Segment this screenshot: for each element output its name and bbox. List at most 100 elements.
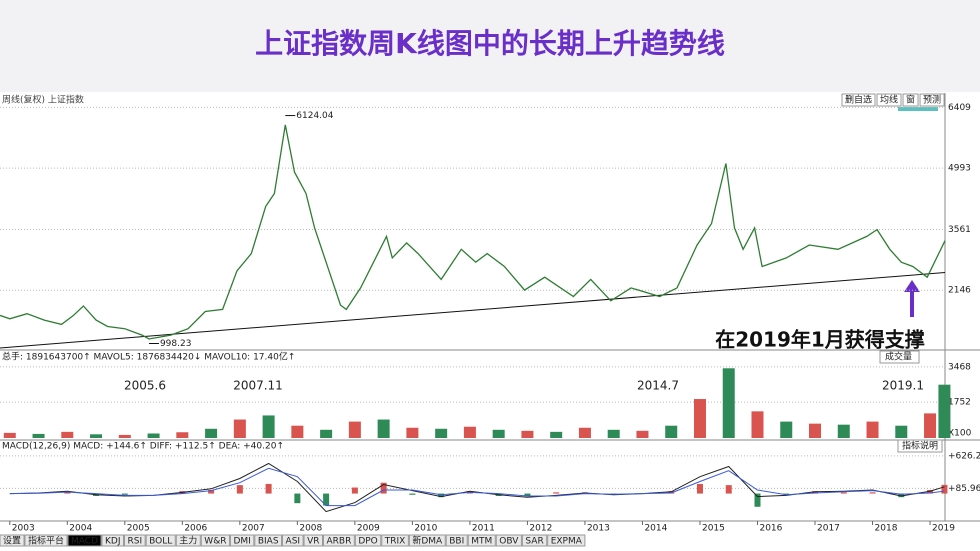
macd-bar (812, 491, 819, 494)
tab[interactable]: BOLL (145, 534, 176, 547)
y-tick-label: 4993 (948, 164, 971, 174)
tab-bg (408, 534, 446, 547)
volume-bar (348, 421, 361, 438)
volume-bar (90, 434, 103, 438)
tab[interactable]: BIAS (254, 534, 283, 547)
tab[interactable]: ARBR (322, 534, 355, 547)
volume-bar (938, 384, 951, 438)
panel-header: MACD(12,26,9) MACD: +144.6↑ DIFF: +112.5… (2, 442, 284, 452)
tab-bg (229, 534, 255, 547)
volume-bar (492, 429, 505, 438)
tab[interactable]: VR (303, 534, 323, 547)
volume-bar (837, 424, 850, 438)
tab[interactable]: MACD (67, 534, 102, 547)
tab[interactable]: BBI (445, 534, 468, 547)
panel-button[interactable]: 成交量 (885, 351, 912, 363)
tab[interactable]: 设置 (0, 534, 25, 547)
macd-bar (783, 493, 790, 495)
y-tick-label: 6409 (948, 103, 971, 113)
toolbar-button[interactable]: 均线 (880, 94, 898, 106)
volume-bar (866, 421, 879, 438)
tab[interactable]: MTM (467, 534, 496, 547)
tab[interactable]: 新DMA (408, 534, 446, 547)
volume-bar (463, 426, 476, 438)
volume-bar (751, 411, 764, 438)
tab[interactable]: OBV (495, 534, 522, 547)
volume-bar (262, 415, 275, 438)
tab[interactable]: EXPMA (547, 534, 586, 547)
tab[interactable]: DPO (354, 534, 382, 547)
tab[interactable]: 主力 (175, 534, 201, 547)
y-tick-label: 3468 (948, 362, 971, 372)
tab-bg (521, 534, 548, 547)
toolbar-button[interactable]: 删自选 (845, 94, 872, 106)
panel-button[interactable]: 指标说明 (902, 440, 938, 452)
x-tick-label: 2006 (184, 524, 207, 534)
volume-bar (320, 429, 333, 438)
tab-bg (381, 534, 409, 547)
volume-bar (118, 434, 131, 438)
macd-bar (64, 491, 71, 494)
volume-bar (291, 425, 304, 438)
tab[interactable]: KDJ (101, 534, 125, 547)
tab[interactable]: W&R (200, 534, 230, 547)
tab-bg (145, 534, 176, 547)
volume-bar (147, 433, 160, 438)
button-frame (879, 350, 920, 364)
macd-bar (351, 487, 358, 494)
tab-bg (200, 534, 230, 547)
macd-bar (438, 493, 445, 498)
button-frame (897, 439, 943, 453)
tab-bg (175, 534, 201, 547)
tab[interactable]: ASI (282, 534, 304, 547)
macd-bar (754, 493, 761, 507)
volume-bar (636, 430, 649, 438)
macd-bar (524, 493, 531, 496)
volume-bar (895, 425, 908, 438)
tab-label: 主力 (179, 535, 197, 547)
tab-label: DMI (233, 537, 250, 547)
macd-bar (380, 482, 387, 494)
y-tick-label: 2146 (948, 286, 971, 296)
macd-bar (725, 485, 732, 494)
toolbar-button[interactable]: 窗 (906, 94, 915, 106)
macd-bar (294, 493, 301, 504)
tab-label: BIAS (258, 537, 279, 547)
tab[interactable]: RSI (124, 534, 146, 547)
tab-bg (495, 534, 522, 547)
tab-bg (303, 534, 323, 547)
volume-bar (205, 428, 218, 438)
tab[interactable]: 指标平台 (24, 534, 68, 547)
tab[interactable]: SAR (521, 534, 548, 547)
tab-label: KDJ (105, 537, 121, 547)
tab[interactable]: DMI (229, 534, 255, 547)
macd-line (9, 467, 945, 507)
toolbar-label: 周线(复权) 上证指数 (2, 94, 84, 106)
toolbar-button[interactable]: 预测 (923, 95, 941, 106)
volume-bar (61, 431, 74, 438)
tab-label: 新DMA (412, 535, 443, 547)
tab-bg (282, 534, 304, 547)
arrow-head (904, 280, 920, 292)
x-tick-label: 2011 (472, 524, 495, 534)
trend-line (0, 272, 946, 349)
tab-label: DPO (358, 537, 377, 547)
tab-label: 指标平台 (28, 535, 64, 547)
tab-bg (445, 534, 468, 547)
slide-title: 上证指数周K线图中的长期上升趋势线 (255, 27, 725, 60)
tab-label: VR (307, 537, 319, 547)
volume-bar (32, 433, 45, 438)
macd-bar (941, 484, 948, 494)
x-tick-label: 2004 (69, 524, 92, 534)
x-tick-label: 2016 (759, 524, 782, 534)
macd-bar (869, 492, 876, 494)
macd-bar (696, 483, 703, 494)
volume-bar (3, 432, 16, 438)
y-tick-label: +85.96 (948, 484, 980, 494)
tab-label: 设置 (3, 536, 21, 547)
volume-bar (924, 413, 937, 438)
tab[interactable]: TRIX (381, 534, 409, 547)
volume-bar (233, 419, 246, 438)
volume-bar (377, 419, 390, 438)
